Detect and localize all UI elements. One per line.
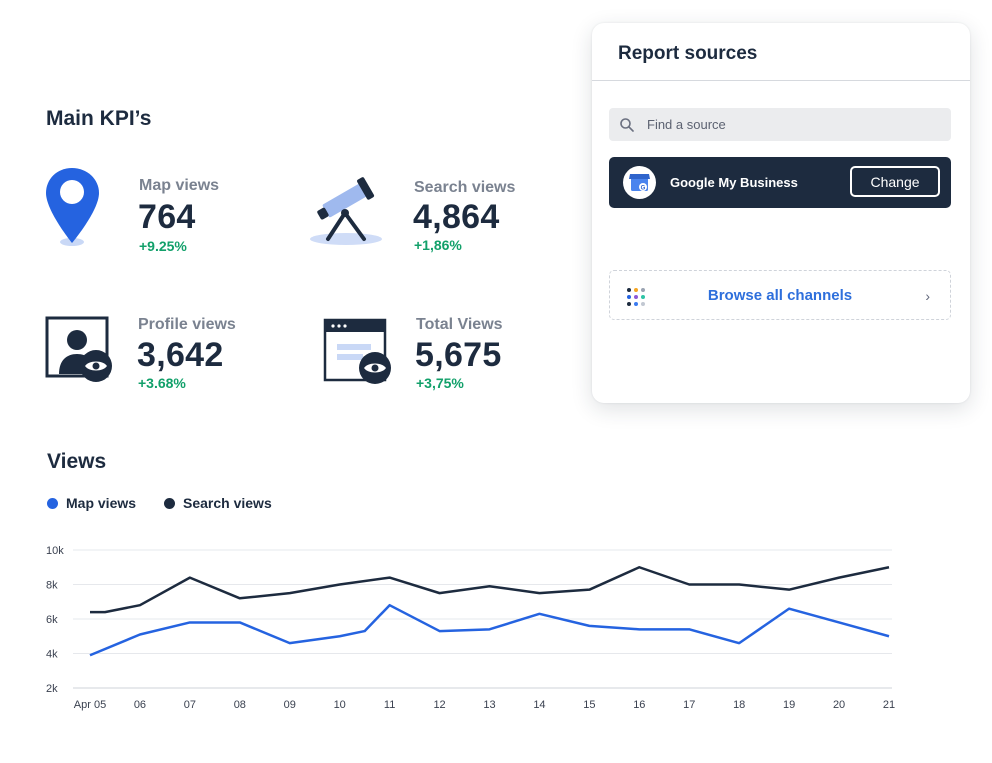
x-tick-label: 14 <box>533 699 545 711</box>
kpi-label-search-views: Search views <box>414 179 516 196</box>
legend-dot-map-views <box>47 497 58 509</box>
kpi-value-profile-views: 3,642 <box>137 336 224 374</box>
x-tick-label: 20 <box>833 699 845 711</box>
y-tick-label: 2k <box>46 683 58 695</box>
x-tick-label: 15 <box>583 699 595 711</box>
x-tick-label: 18 <box>733 699 745 711</box>
legend-label-search-views: Search views <box>183 495 272 511</box>
kpi-label-map-views: Map views <box>139 177 220 194</box>
kpi-label-total-views: Total Views <box>416 316 503 333</box>
x-tick-label: 17 <box>683 699 695 711</box>
kpi-change-profile-views: +3.68% <box>138 375 186 391</box>
y-tick-label: 8k <box>46 580 58 592</box>
series-line-map-views <box>89 603 890 657</box>
kpi-change-total-views: +3,75% <box>416 375 464 391</box>
y-tick-label: 4k <box>46 649 58 661</box>
map-pin-icon <box>44 165 102 255</box>
x-tick-label: Apr 05 <box>74 699 106 711</box>
profile-eye-icon <box>45 316 115 391</box>
kpi-change-search-views: +1,86% <box>414 237 462 253</box>
telescope-icon <box>308 173 386 253</box>
x-tick-label: 10 <box>334 699 346 711</box>
x-tick-label: 16 <box>633 699 645 711</box>
source-search-box[interactable] <box>609 108 951 141</box>
browse-all-channels-button[interactable]: Browse all channels › <box>609 270 951 320</box>
legend-dot-search-views <box>164 497 175 509</box>
search-input[interactable] <box>645 116 929 133</box>
svg-text:G: G <box>641 185 646 191</box>
views-line-chart: 10k 8k 6k 4k 2k Apr 05 06 07 08 09 10 11 12 13 14 15 16… <box>46 545 895 711</box>
x-tick-label: 11 <box>384 699 395 711</box>
x-tick-label: 08 <box>234 699 246 711</box>
kpi-value-total-views: 5,675 <box>415 336 502 374</box>
kpi-label-profile-views: Profile views <box>138 316 236 333</box>
legend-search-views[interactable]: Search views <box>164 495 272 511</box>
browser-eye-icon <box>323 318 395 393</box>
apps-grid-icon <box>627 288 645 306</box>
panel-title: Report sources <box>618 43 758 64</box>
google-my-business-icon: G <box>623 166 656 199</box>
y-tick-label: 6k <box>46 614 58 626</box>
y-tick-label: 10k <box>46 545 64 557</box>
change-source-button[interactable]: Change <box>850 166 940 197</box>
chevron-right-icon: › <box>925 288 930 304</box>
source-row-google-my-business[interactable]: G Google My Business Change <box>609 157 951 208</box>
legend-label-map-views: Map views <box>66 495 137 511</box>
x-tick-label: 13 <box>483 699 495 711</box>
kpi-value-map-views: 764 <box>138 198 196 236</box>
search-icon <box>620 117 634 132</box>
views-title: Views <box>47 450 107 473</box>
kpi-value-search-views: 4,864 <box>413 198 500 236</box>
x-tick-label: 06 <box>134 699 146 711</box>
main-kpis-title: Main KPI’s <box>46 107 152 130</box>
report-sources-panel: Report sources G Google My Business Chan… <box>592 23 970 403</box>
kpi-change-map-views: +9.25% <box>139 238 187 254</box>
source-name: Google My Business <box>670 175 798 190</box>
x-tick-label: 07 <box>184 699 196 711</box>
panel-divider <box>592 80 970 81</box>
x-tick-label: 12 <box>433 699 445 711</box>
x-tick-label: 21 <box>883 699 895 711</box>
x-tick-label: 09 <box>284 699 296 711</box>
browse-all-channels-label: Browse all channels <box>707 287 853 304</box>
x-tick-label: 19 <box>783 699 795 711</box>
legend-map-views[interactable]: Map views <box>47 495 136 511</box>
series-line-search-views <box>90 566 890 614</box>
